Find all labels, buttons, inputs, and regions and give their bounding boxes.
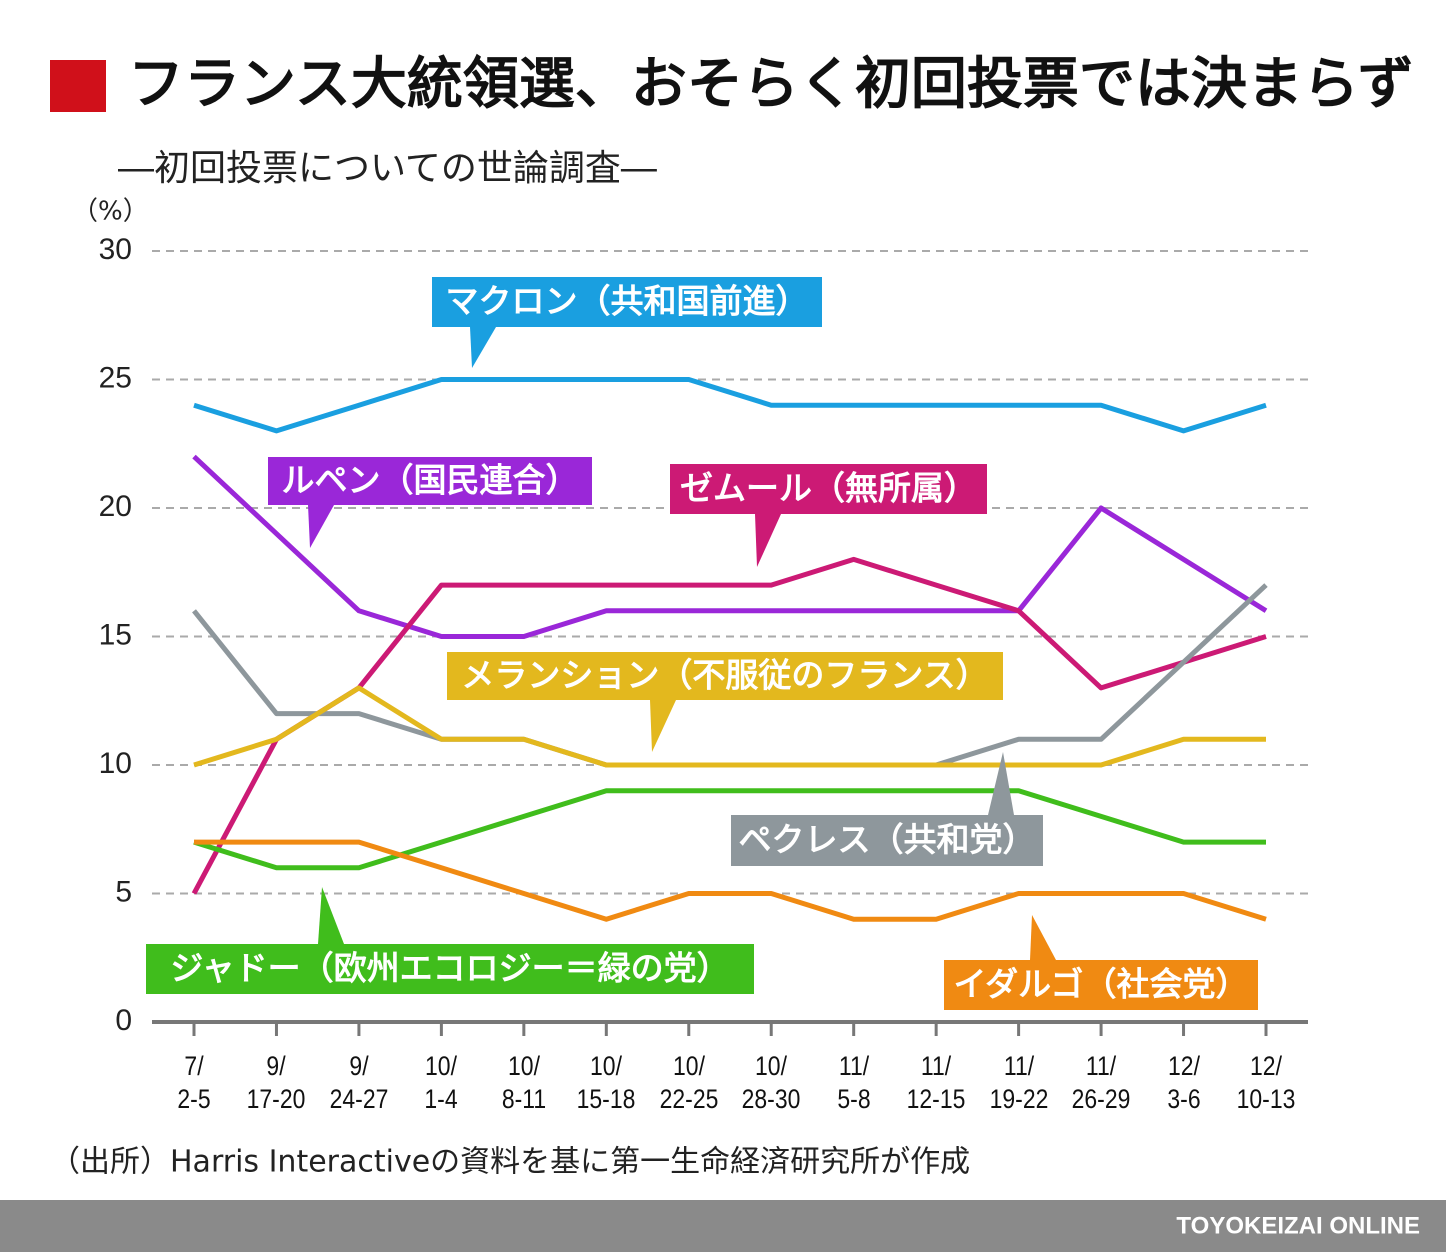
- legend-label: ペクレス（共和党）: [739, 820, 1036, 859]
- label-box: [447, 652, 1003, 700]
- y-tick-label: 15: [99, 618, 132, 651]
- label-box: [944, 960, 1258, 1010]
- series-line: [192, 454, 1268, 639]
- x-tick-label: 11/ 19-22: [989, 1051, 1048, 1114]
- chart-subtitle: ―初回投票についての世論調査―: [118, 148, 657, 189]
- label-pointer: [318, 887, 344, 944]
- legend-label: ジャドー（欧州エコロジー＝緑の党）: [170, 949, 729, 988]
- series-line: [193, 685, 1266, 768]
- title-marker: [50, 60, 106, 112]
- legend-label: マクロン（共和国前進）: [446, 282, 809, 321]
- y-tick-label: 20: [99, 490, 132, 523]
- label-box: [268, 457, 592, 505]
- label-box: [146, 944, 754, 994]
- series-line: [193, 377, 1267, 434]
- y-tick-label: 10: [99, 747, 132, 780]
- x-tick-label: 10/ 22-25: [659, 1051, 719, 1114]
- x-tick-label: 10/ 28-30: [741, 1051, 801, 1114]
- label-pointer: [308, 505, 334, 548]
- label-box: [432, 277, 822, 327]
- series-line: [191, 556, 1267, 895]
- x-tick-label: 9/ 24-27: [329, 1051, 389, 1114]
- label-pointer: [650, 700, 676, 752]
- x-tick-label: 12/ 3-6: [1166, 1051, 1201, 1114]
- y-tick-label: 0: [115, 1004, 132, 1037]
- footer-bar: [0, 1200, 1446, 1252]
- y-tick-label: 5: [115, 875, 132, 908]
- source: （出所）Harris Interactiveの資料を基に第一生命経済研究所が作成: [50, 1145, 970, 1180]
- label-pointer: [470, 327, 496, 368]
- y-tick-label: 25: [99, 361, 132, 394]
- x-tick-label: 12/ 10-13: [1236, 1051, 1296, 1114]
- y-tick-label: 30: [99, 233, 132, 266]
- legend-label: ルペン（国民連合）: [282, 461, 579, 500]
- x-tick-label: 11/ 5-8: [837, 1051, 871, 1114]
- x-tick-label: 9/ 17-20: [247, 1051, 306, 1114]
- y-unit: （%）: [72, 197, 149, 227]
- x-tick-label: 10/ 15-18: [576, 1051, 636, 1114]
- x-tick-label: 10/ 1-4: [424, 1051, 458, 1114]
- label-box: [731, 815, 1043, 866]
- footer: TOYOKEIZAI ONLINE: [1176, 1212, 1420, 1239]
- x-tick-label: 7/ 2-5: [177, 1051, 211, 1114]
- chart-title: フランス大統領選、おそらく初回投票では決まらず: [128, 52, 1414, 117]
- legend-label: ゼムール（無所属）: [680, 469, 977, 508]
- series-line: [193, 788, 1266, 871]
- label-pointer: [988, 752, 1014, 815]
- x-tick-label: 11/ 26-29: [1071, 1051, 1131, 1114]
- x-tick-label: 10/ 8-11: [501, 1051, 546, 1114]
- x-tick-label: 11/ 12-15: [906, 1051, 966, 1114]
- series-line: [194, 839, 1267, 922]
- legend-label: メランション（不服従のフランス）: [461, 656, 988, 695]
- legend-label: イダルゴ（社会党）: [953, 965, 1248, 1004]
- label-pointer: [1030, 915, 1056, 960]
- label-pointer: [755, 514, 781, 567]
- label-box: [670, 464, 987, 514]
